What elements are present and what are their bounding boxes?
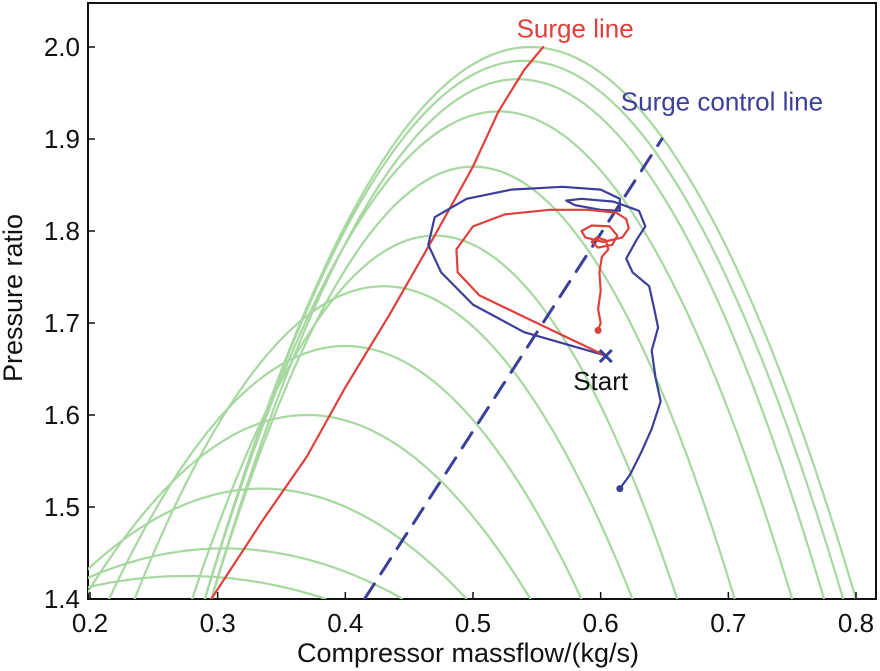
x-tick-label: 0.5 bbox=[455, 608, 491, 638]
y-tick-label: 1.5 bbox=[44, 492, 80, 522]
plot-frame bbox=[87, 2, 877, 600]
speed-lines-group bbox=[88, 45, 858, 599]
y-tick-label: 1.7 bbox=[44, 308, 80, 338]
red-trajectory-end bbox=[594, 326, 602, 334]
surge-line bbox=[210, 45, 545, 599]
speed-line-2 bbox=[88, 547, 404, 599]
start-marker bbox=[598, 349, 613, 364]
x-tick-label: 0.8 bbox=[838, 608, 874, 638]
surge-control-line bbox=[363, 137, 664, 599]
ticks-group: 0.2 0.3 0.4 0.5 0.6 0.7 0.8 1.4 1.5 1.6 1.7 1.8 1.9 2… bbox=[44, 32, 874, 638]
x-tick-label: 0.6 bbox=[583, 608, 619, 638]
y-tick-label: 2.0 bbox=[44, 32, 80, 62]
speed-line-7 bbox=[191, 234, 679, 599]
y-tick-label: 1.8 bbox=[44, 216, 80, 246]
speed-line-6 bbox=[133, 285, 634, 599]
series-group bbox=[210, 45, 664, 599]
speed-line-10 bbox=[210, 78, 826, 599]
speed-line-1 bbox=[88, 574, 327, 599]
trajectory-red bbox=[455, 208, 630, 357]
surge-control-line-label: Surge control line bbox=[621, 86, 823, 116]
x-tick-label: 0.7 bbox=[710, 608, 746, 638]
blue-trajectory-end bbox=[616, 485, 624, 493]
annotations-group: Surge line Surge control line Start bbox=[517, 14, 824, 396]
x-axis-label: Compressor massflow/(kg/s) bbox=[297, 638, 639, 668]
speed-line-12 bbox=[203, 45, 858, 599]
markers-group bbox=[594, 326, 624, 493]
y-axis-label: Pressure ratio bbox=[0, 214, 28, 382]
y-tick-label: 1.9 bbox=[44, 124, 80, 154]
speed-line-9 bbox=[203, 110, 794, 599]
speed-line-3 bbox=[88, 487, 468, 599]
surge-line-label: Surge line bbox=[517, 14, 634, 44]
trajectory-blue bbox=[427, 185, 662, 490]
y-tick-label: 1.6 bbox=[44, 400, 80, 430]
speed-line-5 bbox=[107, 344, 583, 599]
x-tick-label: 0.4 bbox=[327, 608, 363, 638]
start-label: Start bbox=[573, 366, 629, 396]
x-tick-label: 0.3 bbox=[200, 608, 236, 638]
y-tick-label: 1.4 bbox=[44, 584, 80, 614]
speed-line-4 bbox=[88, 413, 532, 599]
speed-line-8 bbox=[210, 165, 736, 599]
x-tick-label: 0.2 bbox=[72, 608, 108, 638]
